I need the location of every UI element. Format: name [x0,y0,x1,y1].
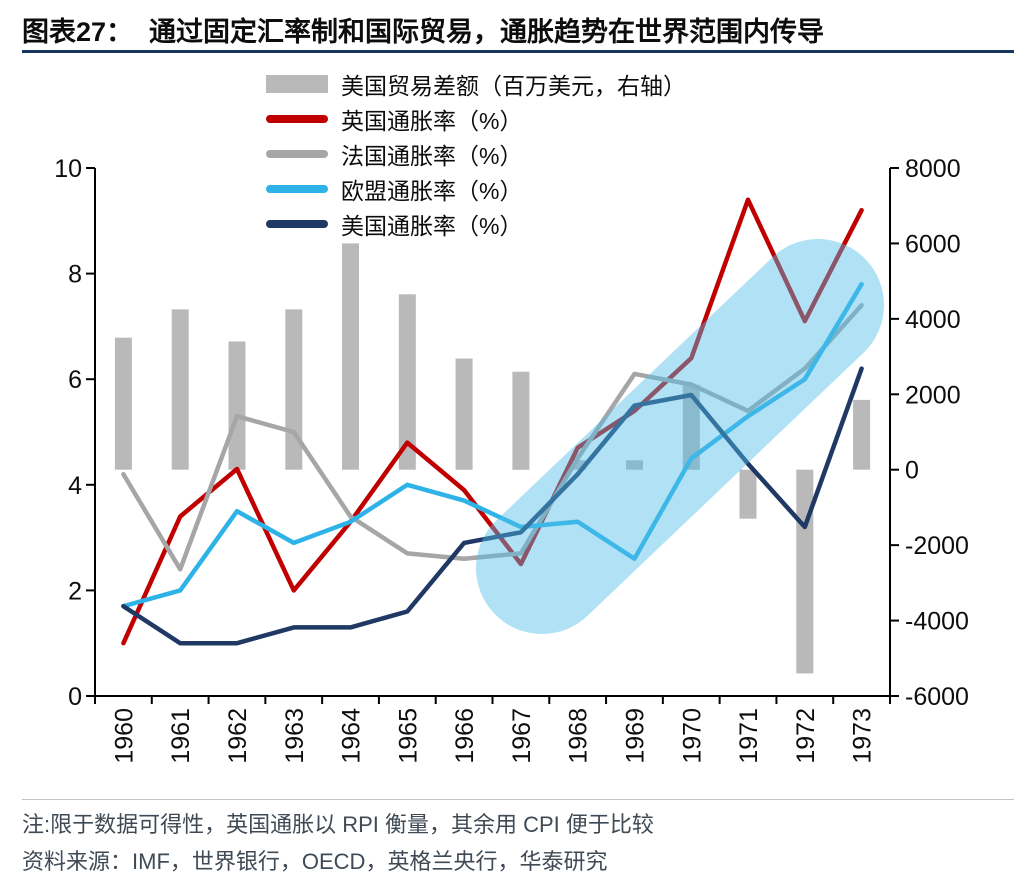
right-axis-tick-label--4000: -4000 [905,608,969,636]
right-axis-tick-label-6000: 6000 [905,230,961,258]
x-axis-label-1973: 1973 [849,708,877,764]
right-axis-tick-label--6000: -6000 [905,683,969,711]
legend-item-eu-inflation: 欧盟通胀率（%） [266,175,686,204]
france-inflation-line [121,303,864,572]
x-axis-label-1960: 1960 [110,708,138,764]
figure-number: 图表27： [22,17,134,47]
trade-balance-bar-1967 [512,371,530,470]
trade-balance-bar-1965 [398,294,416,470]
right-axis-tick-label-0: 0 [905,457,919,485]
trade-balance-bar-1961 [171,309,189,470]
legend-label-eu-inflation: 欧盟通胀率（%） [341,177,523,204]
x-axis-label-1969: 1969 [622,708,650,764]
x-axis-label-1966: 1966 [451,708,479,764]
legend-label-france-inflation: 法国通胀率（%） [341,142,523,169]
trade-balance-bar-1964 [342,243,359,470]
trade-balance-bar-1962 [228,341,246,470]
legend-swatch-uk-inflation [266,114,328,123]
title-underline [22,50,1014,53]
legend-label-uk-inflation: 英国通胀率（%） [341,107,523,134]
figure-title-text: 通过固定汇率制和国际贸易，通胀趋势在世界范围内传导 [149,17,825,47]
x-axis-label-1961: 1961 [167,708,195,764]
legend-swatch-eu-inflation [266,184,328,193]
trade-balance-bar-1972 [796,469,814,674]
x-axis-label-1968: 1968 [565,708,593,764]
legend-item-france-inflation: 法国通胀率（%） [266,140,686,169]
right-axis-tick-label-8000: 8000 [905,155,961,183]
chart-legend: 美国贸易差额（百万美元，右轴） 英国通胀率（%） 法国通胀率（%） 欧盟通胀率（… [266,70,686,239]
highlight-band [476,239,884,634]
left-axis-tick-label-10: 10 [54,155,82,183]
legend-swatch-us-trade-balance [266,74,328,93]
legend-swatch-us-inflation [266,219,328,228]
legend-item-us-inflation: 美国通胀率（%） [266,210,686,239]
uk-inflation-line [121,197,864,646]
left-axis-tick-label-6: 6 [68,366,82,394]
trade-balance-bar-1969 [626,460,643,470]
footer-note: 注:限于数据可得性，英国通胀以 RPI 衡量，其余用 CPI 便于比较 [22,812,654,837]
trade-balance-bar-1971 [739,469,757,519]
x-axis-label-1962: 1962 [224,708,252,764]
us-inflation-line [121,366,864,646]
x-axis-label-1971: 1971 [735,708,763,764]
trade-balance-bar-1963 [285,309,303,470]
trade-balance-bar-1960 [114,337,132,470]
left-axis-tick-label-2: 2 [68,577,82,605]
left-axis-tick-label-8: 8 [68,261,82,289]
left-axis-tick-label-4: 4 [68,472,82,500]
right-axis-tick-label-4000: 4000 [905,306,961,334]
trade-balance-bar-1966 [455,358,473,470]
footer-divider [22,799,1014,800]
legend-swatch-france-inflation [266,149,328,158]
trade-balance-bar-1970 [682,384,700,470]
right-axis-tick-label-2000: 2000 [905,381,961,409]
legend-item-uk-inflation: 英国通胀率（%） [266,105,686,134]
trade-balance-bar-1968 [569,460,587,470]
footer-source: 资料来源：IMF，世界银行，OECD，英格兰央行，华泰研究 [22,849,608,874]
legend-label-us-trade-balance: 美国贸易差额（百万美元，右轴） [341,72,686,99]
legend-item-us-trade-balance: 美国贸易差额（百万美元，右轴） [266,70,686,99]
trade-balance-bar-1973 [853,399,871,470]
x-axis-label-1963: 1963 [281,708,309,764]
right-axis-tick-label--2000: -2000 [905,532,969,560]
eu-inflation-line [121,281,864,609]
x-axis-label-1964: 1964 [338,708,366,764]
left-axis-tick-label-0: 0 [68,683,82,711]
x-axis-label-1970: 1970 [678,708,706,764]
x-axis-label-1965: 1965 [394,708,422,764]
x-axis-label-1967: 1967 [508,708,536,764]
legend-label-us-inflation: 美国通胀率（%） [341,212,523,239]
figure-title: 图表27： 通过固定汇率制和国际贸易，通胀趋势在世界范围内传导 [22,10,824,49]
x-axis-label-1972: 1972 [792,708,820,764]
